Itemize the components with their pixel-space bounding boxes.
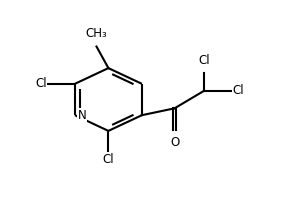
Text: Cl: Cl <box>103 153 114 166</box>
Text: Cl: Cl <box>35 77 47 90</box>
Text: Cl: Cl <box>199 54 210 67</box>
Text: O: O <box>170 136 179 149</box>
Text: N: N <box>78 109 87 122</box>
Text: CH₃: CH₃ <box>85 27 107 40</box>
Text: Cl: Cl <box>232 84 244 97</box>
